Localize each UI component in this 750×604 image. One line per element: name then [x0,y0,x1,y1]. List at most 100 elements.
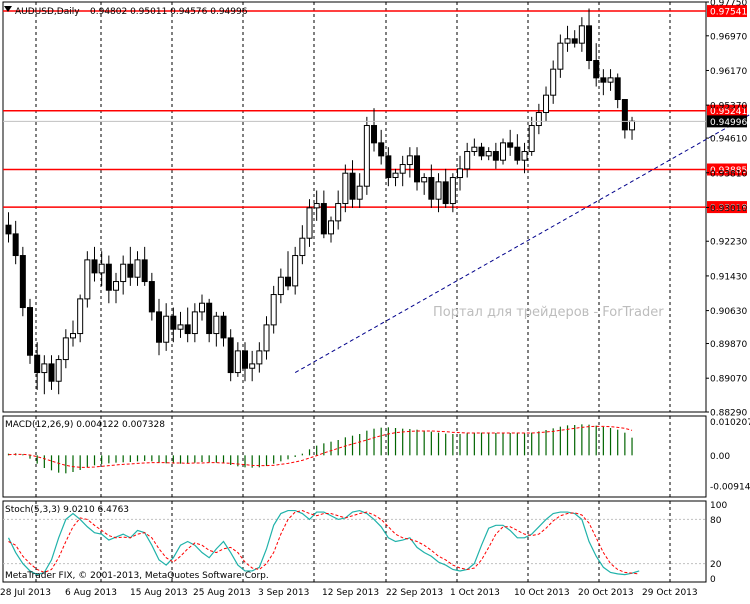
candle-body [551,69,556,95]
candlestick-series [6,9,635,395]
candle-body [422,178,427,182]
candle-body [128,264,133,277]
candle-body [135,260,140,277]
trendline-segment[interactable] [295,43,750,372]
candle-body [508,143,513,147]
candle-body [28,308,33,356]
candle-body [472,147,477,151]
level-label: 0.97541 [710,8,747,18]
candle-body [407,156,412,165]
candle-body [142,260,147,282]
candle-body [321,204,326,234]
candle-body [479,147,484,156]
candle-body [393,173,398,177]
candle-body [121,264,126,281]
candle-body [257,351,262,364]
time-tick-label: 12 Sep 2013 [322,588,379,598]
candle-body [493,152,498,161]
price-axis: 0.977500.969700.961700.953700.946100.938… [3,0,747,419]
price-tick-label: 0.89870 [710,340,747,350]
candle-body [558,43,563,69]
stoch-tick-label: 100 [710,501,727,511]
candle-body [20,256,25,308]
candle-body [200,303,205,312]
candle-body [307,208,312,238]
candle-body [13,234,18,256]
stoch-tick-label: 20 [710,560,722,570]
candle-body [250,364,255,368]
stoch-tick-label: 80 [710,516,722,526]
candle-body [171,316,176,329]
candle-body [364,126,369,187]
candle-body [579,26,584,43]
price-tick-label: 0.93810 [710,169,747,179]
candle-body [594,61,599,78]
chart-header: AUDUSD,Daily 0.94802 0.95011 0.94576 0.9… [4,6,248,17]
candle-body [56,360,61,382]
candle-body [106,264,111,290]
candle-body [443,182,448,204]
candle-body [343,173,348,203]
candle-body [157,312,162,342]
time-tick-label: 25 Aug 2013 [193,588,251,598]
macd-tick-label: 0.010207 [710,418,750,428]
trendline[interactable] [295,43,750,372]
candle-body [99,264,104,273]
last-price-label: 0.94996 [710,118,747,128]
stoch-tick-label: 0 [710,575,716,585]
candle-body [522,152,527,161]
watermark: Портал для трейдеров - ForTrader [433,305,664,320]
price-tick-label: 0.91430 [710,272,747,282]
candle-body [386,156,391,178]
time-tick-label: 29 Oct 2013 [642,588,698,598]
price-tick-label: 0.96170 [710,67,747,77]
candle-body [271,295,276,325]
time-tick-label: 3 Sep 2013 [258,588,309,598]
stoch-main-line [9,511,640,575]
price-tick-label: 0.92230 [710,238,747,248]
price-tick-label: 0.89070 [710,375,747,385]
candle-body [601,78,606,82]
candle-body [336,204,341,221]
candle-body [63,338,68,360]
candle-body [529,126,534,152]
candle-body [465,152,470,169]
candle-body [6,225,11,234]
candle-body [85,260,90,299]
time-tick-label: 15 Aug 2013 [130,588,188,598]
candle-body [49,364,54,381]
candle-body [149,282,154,312]
candle-body [587,26,592,61]
candle-body [515,147,520,160]
candle-body [164,316,169,342]
candle-body [185,325,190,334]
candle-body [214,316,219,333]
time-tick-label: 20 Oct 2013 [578,588,634,598]
candle-body [400,165,405,174]
price-tick-label: 0.96970 [710,32,747,42]
macd-title: MACD(12,26,9) 0.004122 0.007328 [5,420,165,430]
time-tick-label: 6 Aug 2013 [65,588,117,598]
candle-body [372,126,377,143]
candle-body [630,121,635,130]
candle-body [178,325,183,329]
candle-body [286,277,291,286]
candle-body [192,312,197,334]
candle-body [221,316,226,338]
time-tick-label: 1 Oct 2013 [450,588,500,598]
candle-body [264,325,269,351]
symbol-label: AUDUSD,Daily [15,7,80,17]
candle-body [415,156,420,182]
price-tick-label: 0.90630 [710,307,747,317]
candle-body [35,355,40,372]
candle-body [357,186,362,199]
candle-body [450,178,455,204]
candle-body [622,100,627,130]
candle-body [92,260,97,273]
time-tick-label: 28 Jul 2013 [0,588,51,598]
price-tick-label: 0.93010 [710,204,747,214]
candle-body [42,364,47,373]
